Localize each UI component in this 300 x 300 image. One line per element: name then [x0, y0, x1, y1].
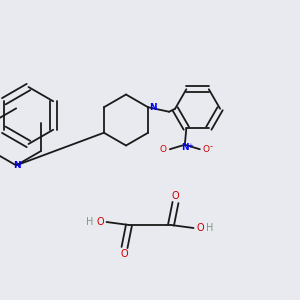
Text: O: O [172, 191, 179, 201]
Text: H: H [206, 223, 214, 233]
Text: +: + [187, 143, 193, 149]
Text: O: O [203, 145, 210, 154]
Text: N: N [181, 143, 189, 152]
Text: -: - [210, 142, 213, 151]
Text: N: N [13, 161, 21, 170]
Text: H: H [86, 217, 94, 227]
Text: O: O [196, 223, 204, 233]
Text: O: O [96, 217, 104, 227]
Text: N: N [149, 103, 156, 112]
Text: O: O [121, 249, 128, 259]
Text: O: O [160, 145, 167, 154]
